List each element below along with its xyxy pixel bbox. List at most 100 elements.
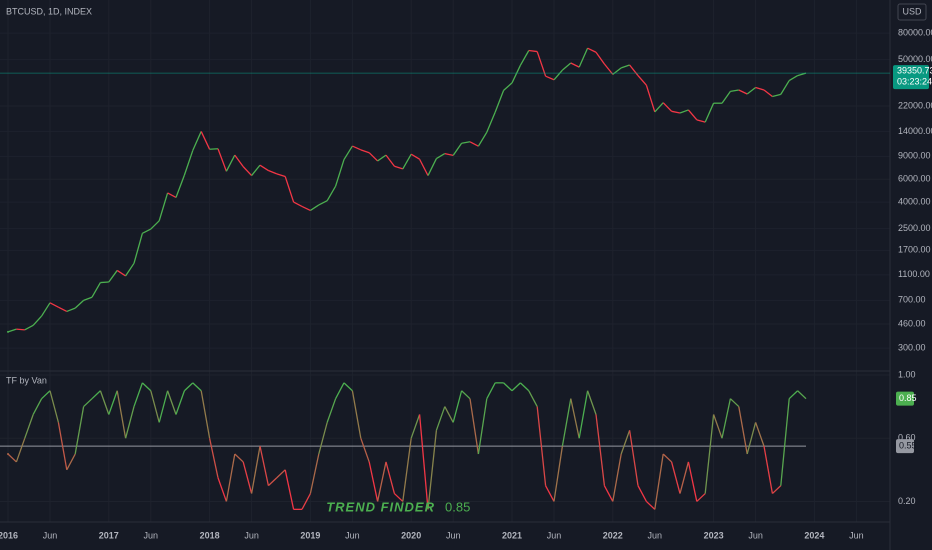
line-segment bbox=[125, 262, 135, 277]
line-segment bbox=[393, 493, 404, 502]
line-segment bbox=[662, 453, 673, 463]
line-segment bbox=[418, 414, 429, 510]
line-segment bbox=[368, 152, 379, 162]
line-segment bbox=[729, 398, 740, 408]
line-segment bbox=[612, 453, 622, 502]
line-segment bbox=[578, 47, 589, 68]
x-tick-label: 2016 bbox=[0, 530, 18, 540]
currency[interactable]: USD bbox=[902, 6, 922, 16]
x-tick-label: 2019 bbox=[300, 530, 320, 540]
line-segment bbox=[334, 159, 345, 187]
line-segment bbox=[797, 72, 807, 77]
y-tick-label: 4000.00 bbox=[898, 196, 931, 206]
level-label: 0.55 bbox=[899, 440, 917, 450]
line-segment bbox=[24, 324, 34, 331]
line-segment bbox=[242, 461, 253, 494]
x-tick-label: Jun bbox=[648, 530, 663, 540]
line-segment bbox=[41, 390, 51, 400]
line-segment bbox=[276, 469, 286, 479]
y-tick-label: 460.00 bbox=[898, 318, 926, 328]
line-segment bbox=[209, 148, 219, 150]
line-segment bbox=[15, 437, 26, 463]
line-segment bbox=[234, 453, 244, 463]
line-segment bbox=[99, 390, 110, 415]
line-segment bbox=[242, 166, 253, 177]
line-segment bbox=[183, 382, 194, 392]
line-segment bbox=[730, 89, 739, 92]
line-segment bbox=[58, 306, 68, 313]
line-segment bbox=[402, 438, 412, 502]
line-segment bbox=[679, 109, 689, 114]
line-segment bbox=[687, 461, 698, 502]
line-segment bbox=[469, 398, 480, 455]
line-segment bbox=[519, 382, 530, 392]
x-tick-label: Jun bbox=[446, 530, 461, 540]
line-segment bbox=[595, 414, 606, 486]
line-segment bbox=[309, 453, 320, 494]
line-segment bbox=[419, 158, 429, 176]
x-tick-label: 2021 bbox=[502, 530, 522, 540]
line-segment bbox=[435, 406, 446, 431]
y-tick-label: 6000.00 bbox=[898, 174, 931, 184]
indicator-value-box bbox=[896, 391, 914, 406]
line-segment bbox=[528, 390, 538, 407]
line-segment bbox=[628, 430, 639, 486]
line-segment bbox=[662, 102, 673, 112]
line-segment bbox=[259, 445, 270, 486]
line-segment bbox=[570, 62, 580, 68]
line-segment bbox=[561, 62, 572, 71]
line-segment bbox=[49, 302, 59, 308]
line-segment bbox=[150, 390, 160, 423]
line-segment bbox=[192, 382, 202, 392]
line-segment bbox=[158, 192, 169, 221]
level-label-box bbox=[896, 439, 914, 454]
line-segment bbox=[183, 150, 194, 176]
line-segment bbox=[394, 165, 403, 170]
line-segment bbox=[637, 485, 647, 502]
line-segment bbox=[477, 131, 488, 147]
line-segment bbox=[763, 445, 774, 494]
line-segment bbox=[452, 142, 463, 156]
line-segment bbox=[32, 398, 43, 415]
x-tick-label: 2018 bbox=[200, 530, 220, 540]
line-segment bbox=[704, 414, 715, 494]
y-tick-label: 50000.00 bbox=[898, 54, 932, 64]
line-segment bbox=[561, 398, 572, 447]
line-segment bbox=[620, 430, 631, 455]
line-segment bbox=[175, 174, 186, 198]
line-segment bbox=[335, 382, 345, 399]
line-segment bbox=[124, 406, 135, 439]
line-segment bbox=[696, 493, 706, 502]
line-segment bbox=[444, 406, 454, 423]
line-segment bbox=[545, 75, 555, 81]
x-tick-label: 2017 bbox=[99, 530, 119, 540]
line-segment bbox=[519, 50, 530, 66]
line-segment bbox=[360, 437, 370, 463]
y-tick-label: 1100.00 bbox=[898, 269, 930, 279]
line-segment bbox=[494, 90, 505, 113]
line-segment bbox=[578, 390, 589, 439]
y-tick-label: 1.00 bbox=[898, 369, 916, 379]
x-tick-label: 2020 bbox=[401, 530, 421, 540]
currency-button[interactable] bbox=[897, 3, 927, 21]
line-segment bbox=[654, 102, 664, 113]
line-segment bbox=[133, 382, 144, 407]
line-segment bbox=[293, 201, 303, 208]
x-tick-label: Jun bbox=[547, 530, 562, 540]
line-segment bbox=[16, 328, 25, 331]
line-segment bbox=[637, 75, 647, 86]
last-price-label: 39350.73 bbox=[897, 66, 932, 76]
line-segment bbox=[200, 131, 211, 150]
line-segment bbox=[780, 80, 790, 95]
line-segment bbox=[49, 390, 60, 423]
indicator-title: TF by Van bbox=[6, 375, 47, 385]
line-segment bbox=[746, 87, 756, 95]
line-segment bbox=[461, 141, 471, 144]
line-segment bbox=[352, 145, 362, 151]
line-segment bbox=[250, 445, 261, 494]
x-tick-label: 2022 bbox=[603, 530, 623, 540]
line-segment bbox=[74, 299, 85, 309]
line-segment bbox=[536, 406, 547, 486]
symbol-title: BTCUSD, 1D, INDEX bbox=[6, 6, 92, 16]
line-segment bbox=[141, 382, 152, 392]
